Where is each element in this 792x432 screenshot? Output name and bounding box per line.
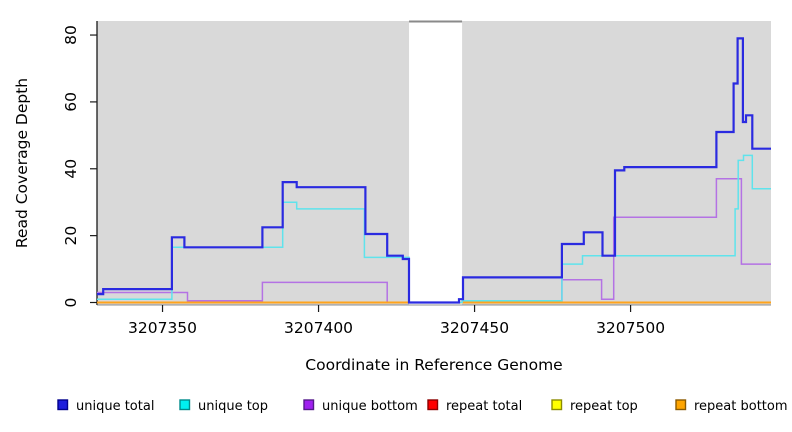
x-tick-label: 3207400 xyxy=(284,319,353,337)
line-unique-bottom xyxy=(97,178,771,304)
legend-item-unique-bottom: unique bottom xyxy=(303,399,418,414)
legend-item-unique-total: unique total xyxy=(57,399,154,414)
masked-region-rect xyxy=(409,20,463,305)
legend-label: repeat top xyxy=(570,399,638,414)
legend: unique total unique top unique bottom re… xyxy=(57,399,788,414)
legend-item-repeat-bottom: repeat bottom xyxy=(675,399,788,414)
line-unique-total xyxy=(97,37,771,304)
unique-bottom-swatch xyxy=(303,399,315,411)
repeat-total-swatch xyxy=(427,399,439,411)
y-tick-label: 80 xyxy=(62,25,80,45)
legend-label: repeat bottom xyxy=(694,399,788,414)
repeat-bottom-swatch xyxy=(675,399,687,411)
x-tick-label: 3207500 xyxy=(596,319,665,337)
line-unique-top xyxy=(97,154,771,304)
masked-region xyxy=(409,20,463,305)
x-axis-title: Coordinate in Reference Genome xyxy=(305,356,562,374)
y-tick-label: 40 xyxy=(62,159,80,179)
legend-item-repeat-top: repeat top xyxy=(551,399,638,414)
legend-item-repeat-total: repeat total xyxy=(427,399,522,414)
legend-label: unique bottom xyxy=(322,399,418,414)
y-axis-title: Read Coverage Depth xyxy=(13,78,31,248)
y-axis-ticks: 0 20 40 60 80 xyxy=(62,25,97,307)
legend-label: unique total xyxy=(76,399,154,414)
legend-label: unique top xyxy=(198,399,268,414)
y-tick-label: 0 xyxy=(62,298,80,308)
legend-item-unique-top: unique top xyxy=(179,399,268,414)
legend-label: repeat total xyxy=(446,399,522,414)
repeat-top-swatch xyxy=(551,399,563,411)
x-tick-label: 3207350 xyxy=(128,319,197,337)
axes xyxy=(96,21,771,306)
unique-total-swatch xyxy=(57,399,69,411)
y-tick-label: 20 xyxy=(62,226,80,246)
x-axis-ticks: 3207350 3207400 3207450 3207500 xyxy=(128,305,665,337)
unique-top-swatch xyxy=(179,399,191,411)
x-tick-label: 3207450 xyxy=(440,319,509,337)
series-lines xyxy=(97,37,771,304)
y-tick-label: 60 xyxy=(62,92,80,112)
